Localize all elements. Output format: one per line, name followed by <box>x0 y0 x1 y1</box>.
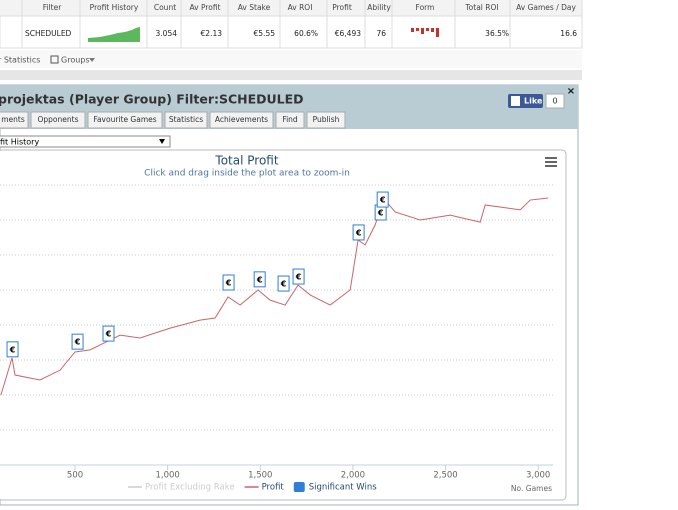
x-tick-label: 2,000 <box>341 471 365 481</box>
significant-win <box>376 191 389 208</box>
significant-win-label: € <box>355 228 362 237</box>
column-header: Filter <box>43 3 62 12</box>
menu-icon[interactable] <box>545 157 557 167</box>
table-cell: 36.5% <box>485 29 509 38</box>
table-cell: 16.6 <box>560 29 577 38</box>
groups-icon <box>50 55 59 64</box>
significant-win-label: € <box>377 209 384 218</box>
separator <box>0 70 582 80</box>
table-cell: €6,493 <box>335 29 361 38</box>
significant-win-label: € <box>280 280 287 289</box>
form-bars <box>411 28 439 37</box>
x-axis-title: No. Games <box>511 484 552 493</box>
significant-win-label: € <box>256 275 263 284</box>
significant-win <box>6 341 19 358</box>
table-header-bg <box>0 0 582 16</box>
legend-label[interactable]: Profit Excluding Rake <box>145 483 235 493</box>
tab[interactable] <box>275 111 305 129</box>
toolbar <box>0 50 582 68</box>
significant-win <box>277 275 290 292</box>
table-cell: 60.6% <box>294 29 318 38</box>
profit-sparkline <box>88 27 140 42</box>
tab-label: Find <box>282 115 298 124</box>
like-label: Like <box>524 97 543 106</box>
toolbar-link[interactable]: r Statistics <box>0 56 40 65</box>
column-header: Av Stake <box>238 3 271 12</box>
column-header: Ability <box>367 3 391 12</box>
tab-label: Opponents <box>38 115 79 124</box>
chart-title: Total Profit <box>214 154 278 168</box>
column-header: Profit History <box>90 3 139 12</box>
x-tick-label: 2,500 <box>433 471 457 481</box>
table-cell: 76 <box>376 29 386 38</box>
significant-win <box>352 224 365 241</box>
profit-line <box>0 196 549 396</box>
column-header: Av Games / Day <box>516 3 576 12</box>
table-cell: €2.13 <box>201 29 223 38</box>
significant-win-label: € <box>379 196 386 205</box>
legend-label[interactable]: Profit <box>262 483 285 493</box>
x-tick-label: 1,000 <box>155 471 179 481</box>
table-cell: 3.054 <box>156 29 178 38</box>
significant-win <box>222 274 235 291</box>
table-row-bg <box>0 15 583 49</box>
dropdown-arrow <box>89 58 95 62</box>
tab[interactable] <box>209 111 274 129</box>
significant-win <box>253 271 266 288</box>
significant-win-label: € <box>9 345 16 354</box>
significant-win-label: € <box>295 273 302 282</box>
select-arrow <box>159 139 165 144</box>
table-cell: SCHEDULED <box>25 29 72 38</box>
x-tick-label: 500 <box>67 471 83 481</box>
tab-label: Achievements <box>215 115 268 124</box>
toolbar-link[interactable]: Groups <box>61 56 90 65</box>
chart-subtitle: Click and drag inside the plot area to z… <box>144 169 350 179</box>
tab[interactable] <box>306 111 346 129</box>
tab-label: ments <box>1 115 25 124</box>
x-tick-label: 3,000 <box>526 471 550 481</box>
like-count-box <box>545 93 565 109</box>
significant-win <box>292 268 305 285</box>
fb-icon <box>511 96 520 106</box>
tab[interactable] <box>30 111 86 129</box>
significant-win-label: € <box>74 338 81 347</box>
column-header: Profit <box>332 3 352 12</box>
column-header: Total ROI <box>464 3 498 12</box>
tab-label: Statistics <box>169 115 203 124</box>
tab-label: Publish <box>313 115 340 124</box>
significant-win <box>71 333 84 350</box>
legend-label[interactable]: Significant Wins <box>309 483 378 493</box>
column-header: Form <box>416 3 435 12</box>
close-button[interactable]: × <box>567 86 575 97</box>
legend-symbol <box>293 482 305 492</box>
x-tick-label: 1,500 <box>248 471 272 481</box>
like-count: 0 <box>552 97 557 106</box>
column-header: Av ROI <box>288 3 313 12</box>
chart-select-value: fit History <box>0 138 39 147</box>
chart-select[interactable] <box>0 135 171 148</box>
column-header: Av Profit <box>189 3 220 12</box>
significant-win <box>102 325 115 342</box>
significant-win-label: € <box>225 279 232 288</box>
tab[interactable] <box>164 111 208 129</box>
column-header: Count <box>154 3 176 12</box>
tab[interactable] <box>0 111 29 129</box>
panel-title: projektas (Player Group) Filter:SCHEDULE… <box>0 92 304 107</box>
tab-label: Favourite Games <box>93 115 156 124</box>
table-cell: €5.55 <box>254 29 276 38</box>
significant-win-label: € <box>105 330 112 339</box>
tab[interactable] <box>87 111 163 129</box>
